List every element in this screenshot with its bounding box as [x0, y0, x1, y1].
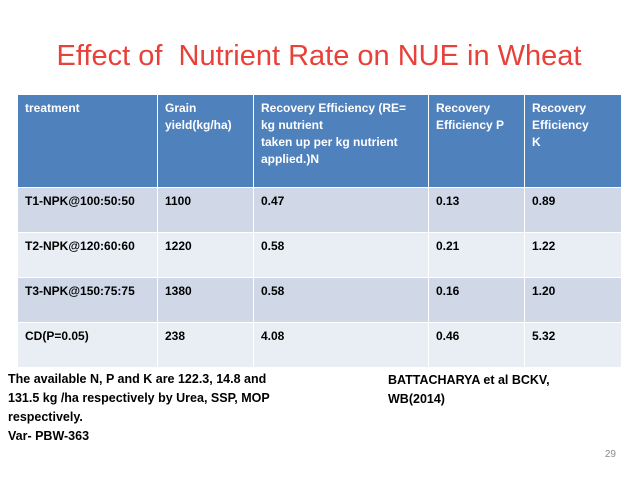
- header-line: applied.)N: [261, 152, 320, 166]
- cell-treatment: T2-NPK@120:60:60: [17, 232, 158, 278]
- header-line: Efficiency: [532, 118, 589, 132]
- cell-recovery-p: 0.16: [428, 277, 525, 323]
- note-line: The available N, P and K are 122.3, 14.8…: [8, 372, 267, 386]
- table-header-row: treatment Grain yield(kg/ha) Recovery Ef…: [17, 94, 622, 188]
- note-line: Var- PBW-363: [8, 429, 90, 443]
- cell-recovery-k: 0.89: [524, 187, 622, 233]
- cell-recovery-p: 0.46: [428, 322, 525, 368]
- page-number: 29: [604, 449, 616, 460]
- citation-line: WB(2014): [388, 392, 445, 406]
- cell-recovery-k: 1.22: [524, 232, 622, 278]
- nue-table: treatment Grain yield(kg/ha) Recovery Ef…: [17, 94, 622, 368]
- table-row: T1-NPK@100:50:50 1100 0.47 0.13 0.89: [17, 187, 622, 233]
- header-grain-yield: Grain yield(kg/ha): [157, 94, 254, 188]
- cell-recovery-k: 1.20: [524, 277, 622, 323]
- header-recovery-efficiency-n: Recovery Efficiency (RE= kg nutrient tak…: [253, 94, 429, 188]
- source-citation: BATTACHARYA et al BCKV, WB(2014): [388, 371, 588, 409]
- cell-treatment: CD(P=0.05): [17, 322, 158, 368]
- slide-title: Effect of Nutrient Rate on NUE in Wheat: [56, 40, 582, 72]
- cell-grain-yield: 1220: [157, 232, 254, 278]
- cell-recovery-n: 0.58: [253, 277, 429, 323]
- soil-availability-note: The available N, P and K are 122.3, 14.8…: [8, 370, 338, 446]
- table-row: CD(P=0.05) 238 4.08 0.46 5.32: [17, 322, 622, 368]
- header-line: treatment: [25, 101, 80, 115]
- header-line: Recovery Efficiency (RE=: [261, 101, 407, 115]
- header-line: yield(kg/ha): [165, 118, 232, 132]
- cell-recovery-n: 4.08: [253, 322, 429, 368]
- cell-grain-yield: 1100: [157, 187, 254, 233]
- note-line: 131.5 kg /ha respectively by Urea, SSP, …: [8, 391, 270, 405]
- cell-grain-yield: 238: [157, 322, 254, 368]
- cell-recovery-p: 0.13: [428, 187, 525, 233]
- header-line: kg nutrient: [261, 118, 323, 132]
- citation-line: BATTACHARYA et al BCKV,: [388, 373, 550, 387]
- cell-grain-yield: 1380: [157, 277, 254, 323]
- header-line: Recovery: [436, 101, 491, 115]
- header-line: taken up per kg nutrient: [261, 135, 398, 149]
- cell-treatment: T3-NPK@150:75:75: [17, 277, 158, 323]
- header-line: Grain: [165, 101, 197, 115]
- header-recovery-efficiency-k: Recovery Efficiency K: [524, 94, 622, 188]
- header-line: Recovery: [532, 101, 587, 115]
- header-line: K: [532, 135, 541, 149]
- note-line: respectively.: [8, 410, 83, 424]
- header-line: Efficiency P: [436, 118, 505, 132]
- table-row: T2-NPK@120:60:60 1220 0.58 0.21 1.22: [17, 232, 622, 278]
- cell-treatment: T1-NPK@100:50:50: [17, 187, 158, 233]
- cell-recovery-k: 5.32: [524, 322, 622, 368]
- cell-recovery-p: 0.21: [428, 232, 525, 278]
- header-recovery-efficiency-p: Recovery Efficiency P: [428, 94, 525, 188]
- cell-recovery-n: 0.47: [253, 187, 429, 233]
- header-treatment: treatment: [17, 94, 158, 188]
- table-row: T3-NPK@150:75:75 1380 0.58 0.16 1.20: [17, 277, 622, 323]
- cell-recovery-n: 0.58: [253, 232, 429, 278]
